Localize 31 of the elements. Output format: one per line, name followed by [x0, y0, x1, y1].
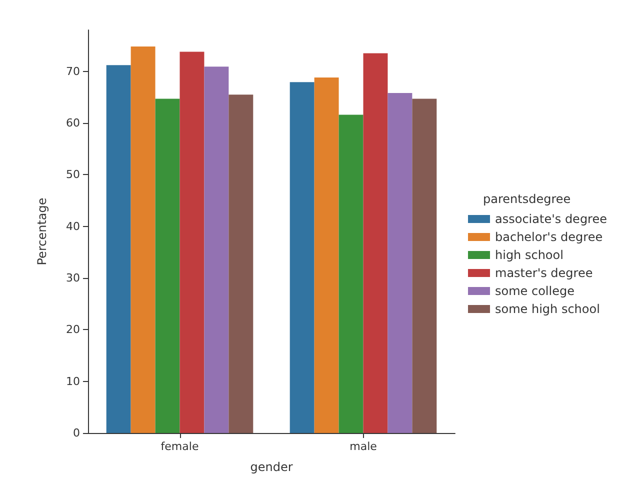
bar — [290, 82, 314, 433]
bar — [412, 98, 437, 433]
legend-label: some college — [495, 284, 574, 298]
bar — [180, 52, 204, 433]
legend-label: associate's degree — [495, 212, 607, 226]
bar — [363, 53, 388, 433]
y-tick-label: 10 — [66, 374, 80, 388]
y-tick-label: 60 — [66, 116, 80, 130]
y-tick-label: 70 — [66, 64, 80, 78]
bar — [106, 65, 131, 433]
legend-label: high school — [495, 248, 564, 262]
x-tick-label: female — [160, 440, 199, 453]
bar — [155, 98, 180, 433]
bar — [338, 114, 364, 433]
legend-label: master's degree — [495, 266, 593, 280]
legend-label: some high school — [495, 302, 600, 316]
y-tick-label: 0 — [73, 426, 80, 440]
y-tick-label: 40 — [66, 220, 80, 233]
y-tick-label: 30 — [66, 272, 80, 284]
x-tick-label: male — [350, 440, 378, 453]
bar — [204, 66, 229, 433]
x-axis-title: gender — [250, 460, 293, 474]
bar — [314, 78, 339, 433]
legend-label: bachelor's degree — [495, 230, 603, 244]
bar — [228, 94, 254, 433]
y-tick-label: 20 — [66, 323, 80, 336]
legend-title: parentsdegree — [483, 192, 571, 206]
y-tick-label: 50 — [66, 168, 80, 182]
bar — [388, 93, 412, 433]
bar — [130, 46, 156, 433]
y-axis-title: Percentage — [35, 198, 49, 266]
